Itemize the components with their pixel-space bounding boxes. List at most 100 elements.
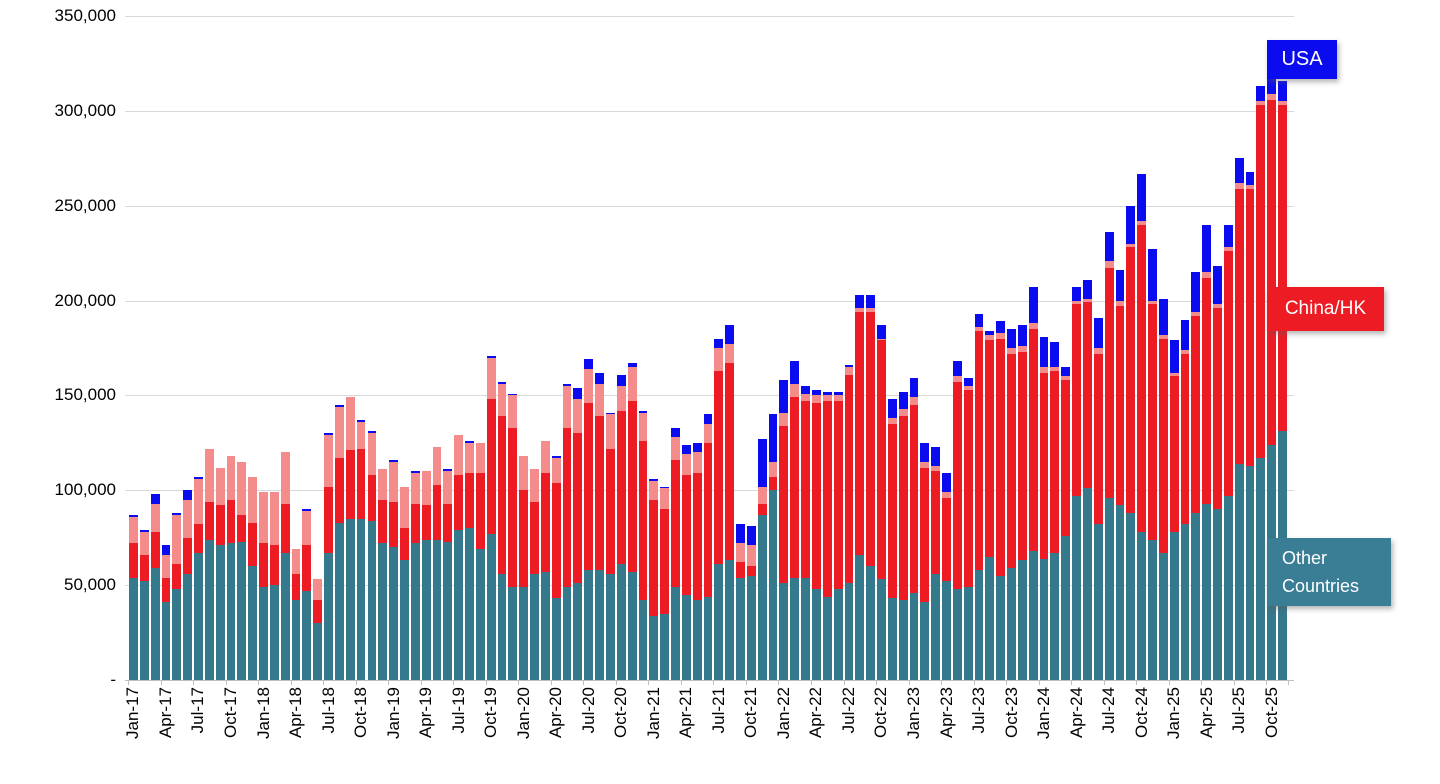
bar-Dec-22 — [898, 391, 908, 680]
segment-Other Countries-Oct-19 — [486, 533, 496, 680]
segment-unlabeled-Sep-19 — [475, 442, 485, 474]
x-tick-mark — [941, 680, 943, 685]
gridline-200k — [125, 300, 1294, 302]
segment-unlabeled-Oct-23 — [1007, 348, 1016, 354]
segment-Other Countries-May-22 — [822, 596, 832, 680]
segment-USA-Jan-25 — [1169, 340, 1179, 373]
segment-China/HK-Feb-19 — [400, 528, 409, 561]
segment-USA-Aug-23 — [985, 330, 995, 335]
segment-USA-Apr-22 — [811, 389, 821, 396]
segment-China/HK-Sep-23 — [996, 338, 1006, 576]
segment-China/HK-Jun-20 — [573, 433, 583, 584]
segment-USA-Feb-17 — [139, 530, 149, 533]
segment-unlabeled-Feb-20 — [530, 469, 539, 502]
segment-USA-Mar-25 — [1191, 272, 1201, 312]
segment-Other Countries-May-19 — [432, 539, 442, 680]
segment-Other Countries-Nov-20 — [627, 571, 637, 680]
segment-China/HK-Jul-18 — [324, 486, 333, 553]
bar-Mar-23 — [931, 446, 941, 680]
x-axis-labels: Jan-17 Apr-17 Jul-17 Oct-17 Jan-18 Apr-18 Jul-… — [123, 687, 1298, 777]
segment-USA-Feb-25 — [1180, 319, 1190, 350]
segment-China/HK-Aug-17 — [204, 501, 214, 540]
segment-USA-Jul-18 — [324, 433, 333, 436]
bar-Jan-21 — [649, 478, 659, 680]
segment-unlabeled-Apr-20 — [551, 458, 561, 483]
segment-China/HK-Jun-22 — [833, 401, 843, 589]
segment-USA-Feb-23 — [920, 442, 930, 462]
x-tick-mark — [843, 680, 845, 685]
bar-Nov-24 — [1148, 249, 1157, 680]
segment-China/HK-Feb-22 — [790, 397, 800, 578]
segment-unlabeled-Nov-20 — [627, 367, 637, 402]
y-tick-label: 350,000 — [54, 6, 116, 25]
segment-China/HK-Dec-21 — [768, 477, 778, 491]
segment-Other Countries-Jul-19 — [454, 530, 464, 680]
segment-USA-Oct-21 — [746, 526, 756, 546]
segment-China/HK-Dec-17 — [248, 522, 258, 567]
x-tick-mark — [680, 680, 682, 685]
bar-Dec-20 — [638, 410, 648, 680]
segment-unlabeled-Nov-18 — [367, 433, 377, 476]
x-tick-mark — [518, 680, 520, 685]
legend-usa: USA — [1267, 40, 1337, 79]
bar-Jul-25 — [1234, 158, 1244, 680]
bar-Jan-23 — [909, 378, 919, 680]
bar-Jan-24 — [1039, 336, 1049, 680]
x-tick-mark — [1201, 680, 1203, 685]
bar-Apr-23 — [942, 473, 951, 680]
segment-USA-May-24 — [1083, 279, 1092, 299]
segment-USA-May-25 — [1213, 266, 1222, 305]
segment-China/HK-Sep-18 — [345, 450, 355, 519]
segment-unlabeled-Jun-24 — [1093, 348, 1103, 354]
segment-Other Countries-Feb-19 — [400, 560, 409, 680]
x-tick-mark — [745, 680, 747, 685]
segment-Other Countries-Jul-24 — [1104, 497, 1114, 680]
segment-USA-Nov-24 — [1148, 249, 1157, 301]
segment-Other Countries-Mar-22 — [801, 577, 810, 680]
bar-Apr-22 — [811, 389, 821, 680]
bar-Jul-17 — [194, 477, 203, 680]
segment-China/HK-Mar-17 — [150, 532, 160, 569]
segment-unlabeled-Sep-20 — [606, 414, 615, 449]
x-tick-label-text: Jan-19 — [383, 687, 403, 739]
x-tick-mark — [713, 680, 715, 685]
bar-May-17 — [172, 513, 182, 680]
segment-unlabeled-May-25 — [1213, 304, 1222, 309]
x-tick-label-text: Apr-17 — [155, 687, 175, 739]
segment-unlabeled-Aug-18 — [334, 406, 344, 459]
segment-unlabeled-Apr-25 — [1202, 272, 1212, 278]
x-tick-label-text: Jul-17 — [188, 687, 208, 734]
segment-USA-Jan-22 — [779, 380, 789, 413]
x-tick-mark — [615, 680, 617, 685]
segment-China/HK-Oct-23 — [1007, 353, 1016, 569]
x-tick-label-text: Jan-21 — [643, 687, 663, 739]
segment-China/HK-Apr-25 — [1202, 277, 1212, 504]
segment-unlabeled-Apr-22 — [811, 395, 821, 404]
bar-Aug-22 — [855, 294, 865, 680]
segment-unlabeled-Mar-24 — [1061, 376, 1071, 381]
segment-USA-Dec-23 — [1028, 287, 1038, 324]
segment-Other Countries-Dec-24 — [1158, 552, 1168, 680]
segment-Other Countries-Sep-20 — [606, 573, 615, 680]
y-axis-labels: 350,000 300,000 250,000 200,000 150,000 100,0… — [0, 6, 120, 689]
x-tick-label-text: Oct-18 — [351, 687, 371, 739]
bar-Nov-21 — [757, 439, 767, 680]
segment-China/HK-Feb-24 — [1050, 370, 1060, 553]
segment-USA-Mar-17 — [150, 494, 160, 504]
bar-Jun-21 — [703, 414, 713, 680]
x-tick-mark-end — [1288, 680, 1289, 685]
segment-unlabeled-Jun-18 — [313, 579, 323, 601]
segment-Other Countries-Dec-23 — [1028, 551, 1038, 680]
segment-Other Countries-Nov-21 — [757, 514, 767, 680]
segment-China/HK-Apr-20 — [551, 482, 561, 599]
segment-China/HK-Aug-24 — [1115, 306, 1125, 506]
segment-China/HK-Apr-19 — [421, 505, 431, 540]
bar-Mar-24 — [1061, 367, 1071, 680]
x-tick-label-text: Jul-21 — [708, 687, 728, 734]
segment-China/HK-Oct-17 — [226, 499, 236, 544]
x-tick-mark — [1233, 680, 1235, 685]
x-tick-label-text: Jan-18 — [253, 687, 273, 739]
segment-China/HK-Jun-21 — [703, 442, 713, 597]
segment-Other Countries-Apr-23 — [942, 581, 951, 680]
